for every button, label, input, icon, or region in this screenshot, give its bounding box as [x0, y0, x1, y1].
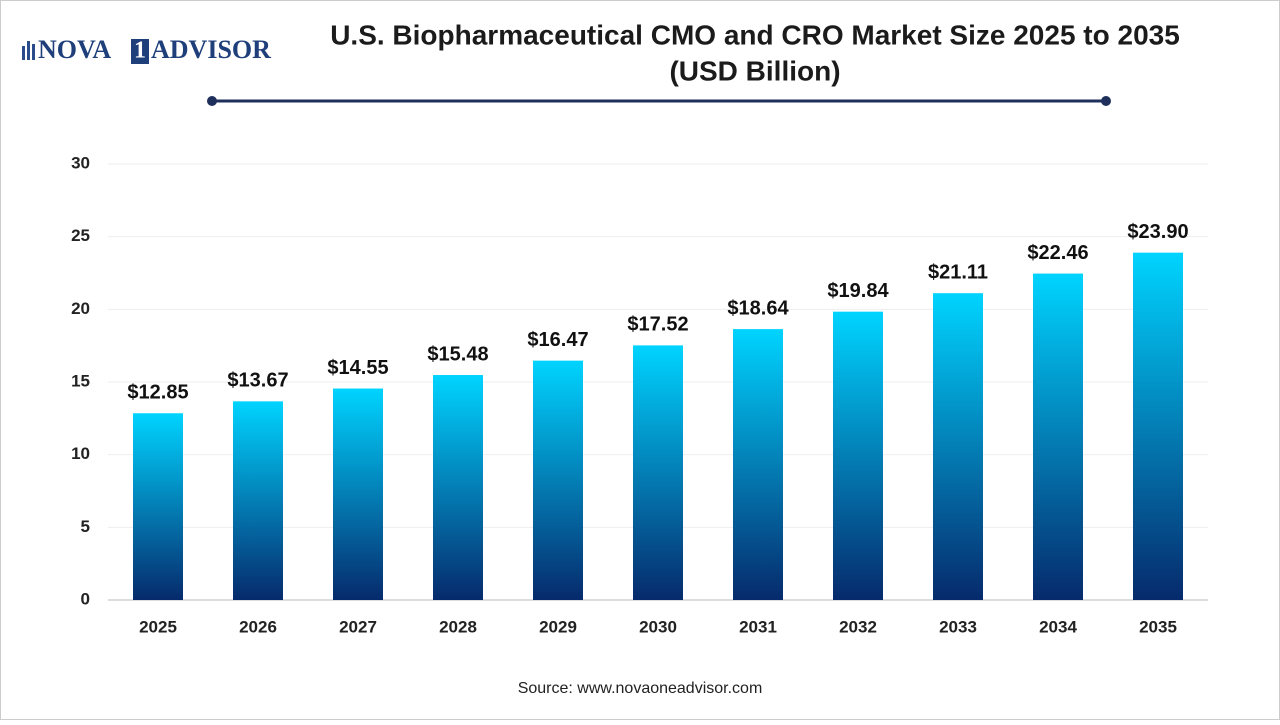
x-tick-label: 2032 [839, 617, 877, 636]
y-tick-label: 15 [71, 371, 90, 390]
bar [933, 293, 983, 600]
logo-bar [32, 44, 35, 60]
bar [133, 413, 183, 600]
data-label: $15.48 [427, 343, 488, 365]
y-tick-label: 10 [71, 444, 90, 463]
bar [433, 375, 483, 600]
bar [733, 329, 783, 600]
data-label: $16.47 [527, 329, 588, 351]
data-label: $13.67 [227, 370, 288, 392]
bar [633, 345, 683, 600]
x-tick-label: 2033 [939, 617, 977, 636]
x-tick-label: 2029 [539, 617, 577, 636]
logo-bar [22, 46, 25, 60]
data-label: $23.90 [1127, 221, 1188, 243]
x-tick-label: 2027 [339, 617, 377, 636]
rule-dot [207, 96, 217, 106]
y-tick-label: 25 [71, 226, 90, 245]
data-label: $12.85 [127, 382, 188, 404]
data-label: $18.64 [727, 297, 789, 319]
x-tick-label: 2025 [139, 617, 177, 636]
bar [1133, 252, 1183, 601]
x-tick-label: 2034 [1039, 617, 1077, 636]
data-label: $22.46 [1027, 242, 1088, 264]
data-label: $21.11 [928, 261, 988, 283]
bar [233, 401, 283, 600]
x-tick-label: 2026 [239, 617, 277, 636]
x-tick-label: 2035 [1139, 617, 1177, 636]
bar [533, 360, 583, 600]
x-tick-label: 2028 [439, 617, 477, 636]
y-tick-label: 30 [71, 153, 90, 172]
bar [333, 388, 383, 600]
bar [1033, 273, 1083, 600]
data-label: $19.84 [827, 280, 889, 302]
y-tick-label: 0 [81, 589, 90, 608]
x-tick-label: 2030 [639, 617, 677, 636]
chart-subtitle: (USD Billion) [669, 55, 840, 86]
data-label: $14.55 [327, 357, 388, 379]
logo-box [131, 39, 149, 64]
source-note: Source: www.novaoneadvisor.com [518, 680, 763, 697]
logo-text: ADVISOR [151, 35, 271, 64]
chart-title: U.S. Biopharmaceutical CMO and CRO Marke… [330, 19, 1180, 50]
logo-text: NOVA [38, 35, 111, 64]
x-tick-label: 2031 [739, 617, 777, 636]
brand-logo: NOVA 1 ADVISOR [22, 35, 271, 64]
bar [833, 311, 883, 600]
data-label: $17.52 [627, 314, 688, 336]
logo-bar [27, 41, 30, 60]
logo-text: 1 [134, 38, 146, 64]
y-tick-label: 20 [71, 299, 90, 318]
rule-dot [1101, 96, 1111, 106]
y-tick-label: 5 [81, 517, 90, 536]
